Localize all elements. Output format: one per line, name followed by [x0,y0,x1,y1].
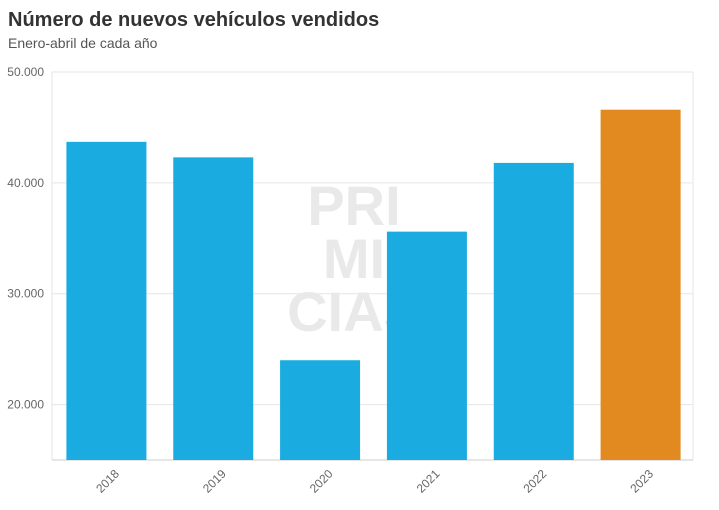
x-tick-label: 2022 [521,467,550,496]
x-tick-label: 2023 [627,467,656,496]
bar-2018 [66,141,147,460]
bars [66,109,681,461]
bar-2022 [493,162,574,460]
y-tick-label: 20.000 [7,398,44,412]
watermark: PRI MI CIAS [287,174,421,343]
chart-title: Número de nuevos vehículos vendidos [8,9,380,31]
y-tick-label: 50.000 [7,65,44,79]
chart-subtitle: Enero-abril de cada año [8,35,158,51]
y-axis-ticks: 20.000 30.000 40.000 50.000 [7,65,44,412]
bar-2020 [280,360,361,460]
x-tick-label: 2019 [200,467,229,496]
y-tick-label: 40.000 [7,176,44,190]
x-tick-label: 2020 [307,467,336,496]
bar-2021 [386,231,467,460]
bar-2019 [173,157,254,461]
x-axis-ticks: 2018 2019 2020 2021 2022 2023 [93,467,656,496]
grid-lines [51,71,694,461]
y-tick-label: 30.000 [7,287,44,301]
bar-2023 [600,109,681,460]
x-tick-label: 2018 [93,467,122,496]
watermark-line-1: PRI [307,174,400,237]
x-tick-label: 2021 [414,467,443,496]
watermark-line-2: MI [323,227,385,290]
